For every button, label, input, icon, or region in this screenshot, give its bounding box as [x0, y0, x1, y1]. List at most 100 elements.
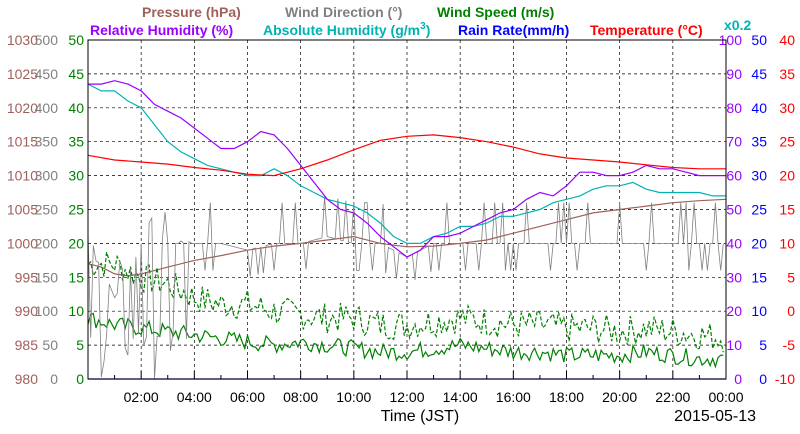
plot-frame	[87, 39, 727, 380]
y-tick-label: 1015	[7, 134, 38, 150]
y-tick-label: 1000	[7, 235, 38, 251]
x-tick-label: 22:00	[655, 389, 690, 405]
y-tick-label: 45	[751, 66, 767, 82]
y-tick-label: 40	[779, 32, 795, 48]
y-tick-label: -10	[775, 371, 795, 387]
y-tick-label: 250	[35, 202, 59, 218]
y-tick-label: 150	[35, 269, 59, 285]
y-axis-temperature: -10 -5 0 5 10 15 20 25 30 35 40	[775, 32, 795, 387]
y-tick-label: 985	[15, 337, 39, 353]
y-tick-label: 1005	[7, 202, 38, 218]
x-tick-label: 08:00	[283, 389, 318, 405]
x-tick-label: 02:00	[124, 389, 159, 405]
y-tick-label: 300	[35, 168, 59, 184]
y-tick-label: 35	[751, 134, 767, 150]
x-tick-label: 16:00	[496, 389, 531, 405]
legend-row-1: Pressure (hPa) Wind Direction (°) Wind S…	[142, 4, 554, 20]
y-tick-label: 30	[779, 100, 795, 116]
x-tick-label: 10:00	[336, 389, 371, 405]
y-tick-label: 30	[751, 168, 767, 184]
y-tick-label: 20	[751, 235, 767, 251]
y-tick-label: 50	[42, 337, 58, 353]
legend-wind-speed: Wind Speed (m/s)	[437, 4, 554, 20]
y-tick-label: 30	[68, 168, 84, 184]
y-tick-label: 25	[751, 202, 767, 218]
y-tick-label: 5	[76, 337, 84, 353]
y-tick-label: 450	[35, 66, 59, 82]
y-tick-label: 45	[68, 66, 84, 82]
y-tick-label: 50	[751, 32, 767, 48]
y-tick-label: 20	[779, 168, 795, 184]
y-tick-label: 995	[15, 269, 39, 285]
y-axes: 9809859909951000100510101015102010251030…	[7, 32, 795, 387]
series-wind-speed-m-s	[87, 312, 724, 369]
legend-absolute-humidity-close: )	[426, 22, 431, 38]
y-axis-rain-rate: 0 5 10 15 20 25 30 35 40 45 50	[751, 32, 767, 387]
y-tick-label: 70	[726, 134, 742, 150]
x-tick-label: 00:00	[708, 389, 743, 405]
legend-row-2: Relative Humidity (%) Absolute Humidity …	[90, 21, 703, 38]
y-tick-label: 990	[15, 303, 39, 319]
legend-wind-direction: Wind Direction (°)	[285, 4, 402, 20]
y-tick-label: 1030	[7, 32, 38, 48]
x-tick-label: 06:00	[230, 389, 265, 405]
y-tick-label: 40	[726, 235, 742, 251]
x-tick-label: 12:00	[389, 389, 424, 405]
y-tick-label: 25	[68, 202, 84, 218]
y-tick-label: 15	[751, 269, 767, 285]
y-axis-wind-direction: 0 50 100 150 200 250 300 350 400 450 500	[35, 32, 59, 387]
y-tick-label: 35	[68, 134, 84, 150]
legend-absolute-humidity-exponent: 3	[420, 21, 426, 32]
y-tick-label: -5	[783, 337, 796, 353]
legend-temperature: Temperature (°C)	[590, 22, 703, 38]
y-tick-label: 10	[779, 235, 795, 251]
series-wind-speed-gust-m-s	[87, 252, 724, 353]
y-tick-label: 20	[726, 303, 742, 319]
y-axis-wind-speed: 0 5 10 15 20 25 30 35 40 45 50	[68, 32, 84, 387]
y-tick-label: 25	[779, 134, 795, 150]
y-tick-label: 5	[787, 269, 795, 285]
y-tick-label: 0	[759, 371, 767, 387]
x-tick-label: 18:00	[549, 389, 584, 405]
y-tick-label: 40	[68, 100, 84, 116]
x-tick-label: 20:00	[602, 389, 637, 405]
series-absolute-humidity-g-m3-x0-2	[87, 83, 726, 244]
legend-relative-humidity: Relative Humidity (%)	[90, 22, 233, 38]
y-tick-label: 10	[68, 303, 84, 319]
y-tick-label: 400	[35, 100, 59, 116]
y-tick-label: 60	[726, 168, 742, 184]
y-tick-label: 1025	[7, 66, 38, 82]
y-tick-label: 980	[15, 371, 39, 387]
y-tick-label: 0	[787, 303, 795, 319]
y-tick-label: 90	[726, 66, 742, 82]
legend-rain-rate: Rain Rate(mm/h)	[458, 22, 569, 38]
y-tick-label: 10	[726, 337, 742, 353]
x-axis: 02:00 04:00 06:00 08:00 10:00 12:00 14:00 16:00…	[114, 371, 744, 405]
y-tick-label: 0	[50, 371, 58, 387]
y-tick-label: 500	[35, 32, 59, 48]
y-tick-label: 80	[726, 100, 742, 116]
y-tick-label: 50	[68, 32, 84, 48]
series-relative-humidity	[88, 80, 726, 258]
series-temperature-c	[87, 134, 726, 177]
legend-abs-humidity-scale: x0.2	[724, 17, 751, 33]
y-axis-pressure: 980 985 990 995 1000 1005 1010 1015 1020 1025 1030	[7, 32, 38, 387]
date-label: 2015-05-13	[674, 408, 756, 425]
y-tick-label: 15	[68, 269, 84, 285]
y-tick-label: 350	[35, 134, 59, 150]
x-tick-label: 14:00	[443, 389, 478, 405]
x-axis-label: Time (JST)	[381, 408, 460, 425]
y-tick-label: 5	[759, 337, 767, 353]
y-tick-label: 15	[779, 202, 795, 218]
y-tick-label: 40	[751, 100, 767, 116]
x-tick-label: 04:00	[177, 389, 212, 405]
y-tick-label: 10	[751, 303, 767, 319]
y-tick-label: 30	[726, 269, 742, 285]
y-tick-label: 200	[35, 235, 59, 251]
y-tick-label: 100	[719, 32, 743, 48]
legend-pressure: Pressure (hPa)	[142, 4, 241, 20]
y-tick-label: 50	[726, 202, 742, 218]
y-tick-label: 0	[734, 371, 742, 387]
y-tick-label: 20	[68, 235, 84, 251]
